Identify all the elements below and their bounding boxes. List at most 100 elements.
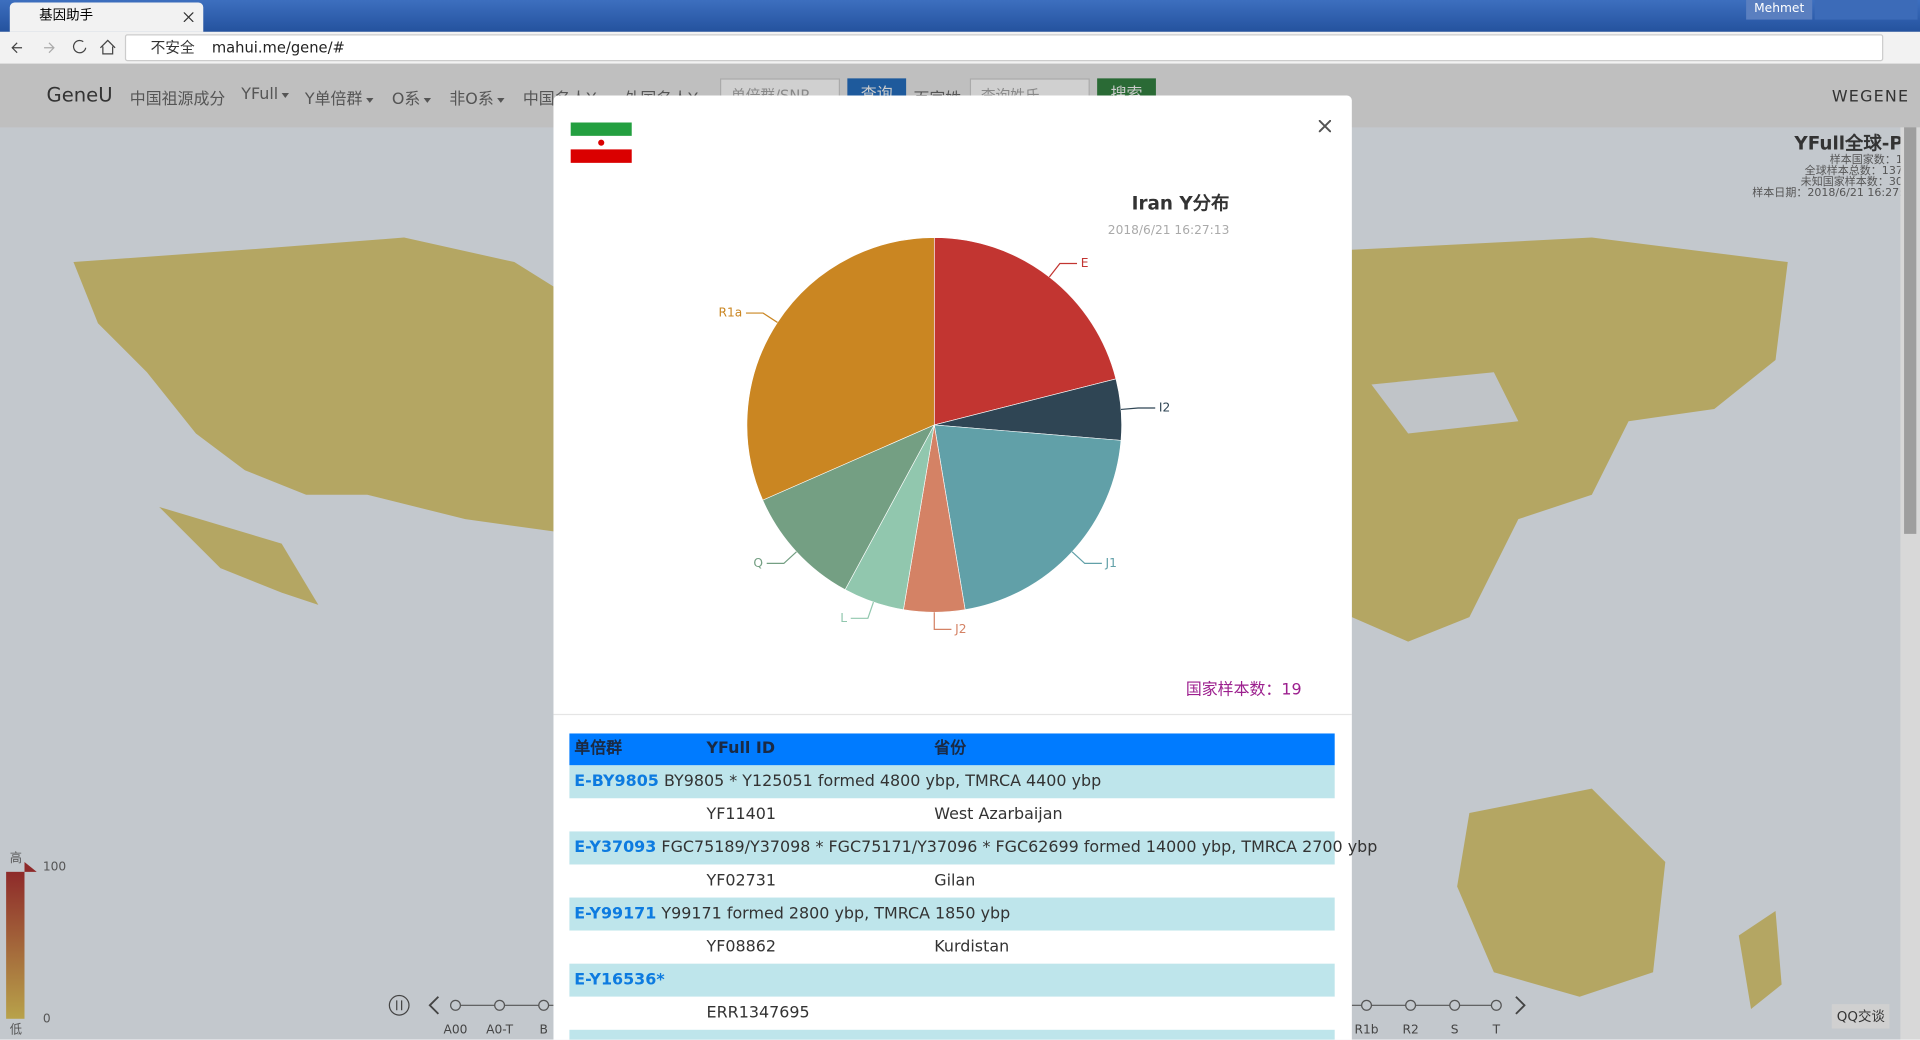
province: Kurdistan [934, 937, 1010, 957]
nav-item-label: YFull [241, 85, 279, 105]
pause-icon [396, 1000, 403, 1011]
header-cell: 单倍群 [574, 739, 623, 758]
timeline-label: R2 [1402, 1022, 1418, 1036]
map-panel-title: YFull全球-P [1794, 132, 1903, 155]
nav-item[interactable]: 中国祖源成分 [130, 86, 226, 109]
nav-item[interactable]: 非O系 [449, 86, 505, 109]
map-panel-line: 样本国家数：1 [1829, 154, 1903, 167]
province: West Azarbaijan [934, 805, 1063, 825]
address-bar: 不安全 mahui.me/gene/# [0, 31, 1920, 65]
sample-count: 国家样本数：19 [1186, 676, 1302, 699]
pie-slice [746, 237, 935, 501]
sample-row: YF02731 Gilan [569, 864, 1335, 898]
group-cell: E-BY9805 BY9805 * Y125051 formed 4800 yb… [574, 765, 1101, 798]
nav-item[interactable]: Y单倍群 [305, 86, 374, 109]
map-panel-line: 样本日期：2018/6/21 16:27: [1752, 187, 1903, 200]
scrollbar [1900, 63, 1920, 1040]
map-panel-lines: 样本国家数：1 全球样本总数：137 未知国家样本数：30 样本日期：2018/6/2… [1707, 154, 1903, 200]
central-america [159, 506, 319, 605]
legend-min: 0 [43, 1011, 51, 1025]
haplogroup[interactable]: E-Y99171 [574, 904, 657, 924]
timeline-dot [1405, 999, 1417, 1011]
north-america [73, 237, 554, 532]
pie-slice [933, 424, 1122, 611]
timeline-dot [1449, 999, 1461, 1011]
tab-close[interactable] [183, 12, 194, 23]
sample-row: ERR1347695 [569, 996, 1335, 1030]
legend-handle [24, 862, 37, 872]
timeline-dot [538, 999, 550, 1011]
haplogroup[interactable]: E-Y37093 [574, 838, 657, 858]
description: Y99171 formed 2800 ybp, TMRCA 1850 ybp [661, 904, 1011, 924]
label-line [933, 612, 952, 631]
map-panel: YFull全球-P 样本国家数：1 全球样本总数：137 未知国家样本数：30 样本日… [1707, 130, 1903, 200]
brand[interactable]: GeneU [46, 83, 113, 107]
group-row [569, 1029, 1335, 1040]
label-line [1071, 551, 1102, 565]
tab[interactable]: 基因助手 [9, 2, 204, 32]
world-map: 高 100 0 低 A00 A0-T B R1b R2 S T [6, 237, 1788, 1036]
timeline-label: S [1451, 1022, 1459, 1036]
australia [1457, 788, 1666, 997]
group-row: E-Y16536* [569, 963, 1335, 997]
nav-item-label: Y单倍群 [304, 90, 363, 109]
close-button[interactable] [1318, 120, 1332, 133]
window-controls[interactable] [1814, 0, 1918, 20]
nav-buttons[interactable] [10, 38, 120, 58]
group-cell: E-Y16536* [574, 964, 664, 997]
haplogroup[interactable]: E-Y16536* [574, 971, 665, 990]
sample-row: YF11401 West Azarbaijan [569, 798, 1335, 832]
timeline-label: R1b [1354, 1022, 1378, 1036]
haplogroup[interactable]: E-BY9805 [574, 772, 659, 792]
chart-title: Iran Y分布 [1132, 192, 1230, 214]
label-line [1120, 407, 1156, 411]
pie-slice [762, 424, 935, 591]
sample-row: YF08862 Kurdistan [569, 930, 1335, 964]
prev-button[interactable] [428, 996, 440, 1015]
province: Gilan [934, 871, 976, 891]
caret [281, 92, 290, 98]
legend-max: 100 [43, 860, 66, 874]
slice-label: R1a [718, 306, 742, 320]
map-panel-line: 全球样本总数：137 [1804, 165, 1903, 178]
asia [1351, 237, 1788, 642]
timeline-label: A0-T [486, 1022, 513, 1036]
url: mahui.me/gene/# [211, 39, 345, 57]
pie-chart: Iran Y分布 2018/6/21 16:27:13 E I2 J1 J2 L Q R1a [718, 192, 1230, 636]
partner-logo[interactable]: WEGENE [1831, 88, 1910, 107]
nav-item[interactable]: YFull [241, 85, 290, 105]
timeline-dot [494, 999, 506, 1011]
timeline-dot [450, 999, 462, 1011]
tab-strip: 基因助手 Mehmet [0, 0, 1920, 32]
legend-low: 低 [10, 1022, 22, 1036]
yfull-id: YF11401 [706, 805, 777, 825]
chart-subtitle: 2018/6/21 16:27:13 [1108, 223, 1230, 237]
header-cell: YFull ID [706, 739, 776, 758]
next-button[interactable] [1515, 996, 1526, 1015]
modal: Iran Y分布 2018/6/21 16:27:13 E I2 J1 J2 L Q R1a… [553, 95, 1377, 1040]
new-zealand [1738, 911, 1782, 1009]
group-row: E-Y37093 FGC75189/Y37098 * FGC75171/Y370… [569, 831, 1377, 865]
slice-label: E [1081, 256, 1089, 270]
group-cell: E-Y99171 Y99171 formed 2800 ybp, TMRCA 1… [574, 898, 1010, 931]
timeline: A00 A0-T B R1b R2 S T [444, 999, 1502, 1036]
slice-label: Q [753, 556, 763, 570]
caret [423, 97, 432, 103]
timeline-label: A00 [444, 1022, 468, 1036]
label-line [850, 601, 875, 619]
timeline-label: T [1492, 1022, 1501, 1036]
pause-button[interactable] [388, 994, 410, 1016]
user-badge[interactable]: Mehmet [1746, 0, 1813, 20]
scroll-thumb[interactable] [1904, 68, 1917, 534]
url-box[interactable]: 不安全 mahui.me/gene/# [124, 34, 1884, 62]
slice-label: J2 [954, 622, 966, 636]
iran-flag [570, 122, 632, 163]
table-header: 单倍群 YFull ID 省份 [569, 733, 1335, 766]
nav-item-label: O系 [391, 90, 421, 109]
nav-item[interactable]: O系 [391, 86, 432, 109]
map-panel-line: 未知国家样本数：30 [1800, 176, 1903, 189]
caret [366, 97, 374, 103]
chat-widget[interactable]: QQ交谈 [1831, 1004, 1890, 1029]
sample-count-value: 19 [1281, 680, 1302, 700]
